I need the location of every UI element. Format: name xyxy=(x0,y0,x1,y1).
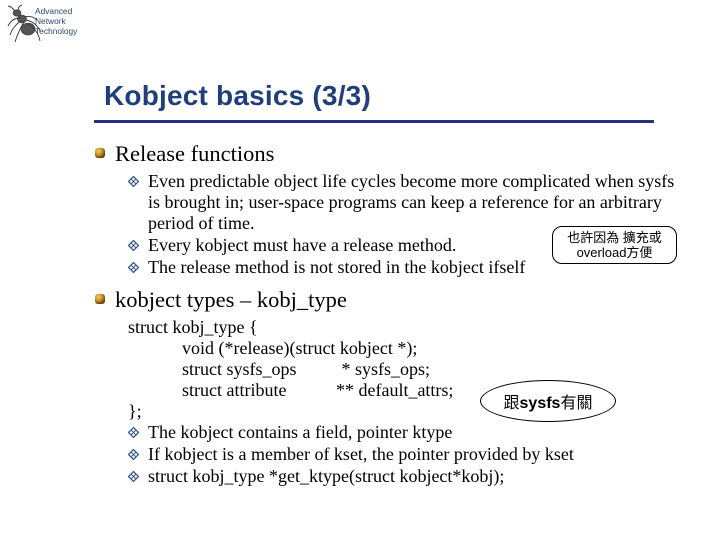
callout-note: 也許因為 擴充或 overload方便 xyxy=(552,226,677,264)
callout-text: 跟sysfs有關 xyxy=(504,389,593,413)
code-line: struct kobj_type { xyxy=(128,317,690,338)
section-heading: kobject types – kobj_type xyxy=(94,286,690,313)
diamond-bullet-icon xyxy=(128,471,139,482)
logo-line2: Network xyxy=(35,16,66,26)
title-text: Kobject basics (3/3) xyxy=(104,80,371,111)
round-bullet-icon xyxy=(94,147,106,159)
list-item: struct kobj_type *get_ktype(struct kobje… xyxy=(128,466,690,487)
logo: Advanced Network Technology xyxy=(4,4,89,52)
code-line: void (*release)(struct kobject *); xyxy=(128,338,690,359)
logo-text: Advanced Network Technology xyxy=(35,6,77,36)
heading-text: Release functions xyxy=(115,140,274,167)
callout-note-oval: 跟sysfs有關 xyxy=(480,380,616,422)
diamond-bullet-icon xyxy=(128,262,139,273)
callout-line: overload方便 xyxy=(577,245,653,260)
code-line: struct sysfs_ops * sysfs_ops; xyxy=(128,359,690,380)
heading-text: kobject types – kobj_type xyxy=(115,286,347,313)
diamond-bullet-icon xyxy=(128,427,139,438)
diamond-bullet-icon xyxy=(128,240,139,251)
diamond-bullet-icon xyxy=(128,449,139,460)
list-item: The kobject contains a field, pointer kt… xyxy=(128,422,690,443)
logo-line3: Technology xyxy=(35,26,77,36)
item-text: Every kobject must have a release method… xyxy=(148,235,456,256)
logo-line1: Advanced xyxy=(35,6,72,16)
title-underline xyxy=(94,120,654,123)
diamond-bullet-icon xyxy=(128,176,139,187)
item-text: The kobject contains a field, pointer kt… xyxy=(148,422,452,443)
slide-title: Kobject basics (3/3) Kobject basics (3/3… xyxy=(104,80,371,112)
section-items: The kobject contains a field, pointer kt… xyxy=(128,422,690,487)
section-heading: Release functions xyxy=(94,140,690,167)
item-text: The release method is not stored in the … xyxy=(148,257,525,278)
body: Release functions Even predictable objec… xyxy=(94,140,690,488)
item-text: Even predictable object life cycles beco… xyxy=(148,171,690,234)
item-text: struct kobj_type *get_ktype(struct kobje… xyxy=(148,466,504,487)
list-item: Even predictable object life cycles beco… xyxy=(128,171,690,234)
callout-line: 也許因為 擴充或 xyxy=(567,230,662,245)
round-bullet-icon xyxy=(94,293,106,305)
item-text: If kobject is a member of kset, the poin… xyxy=(148,444,574,465)
list-item: If kobject is a member of kset, the poin… xyxy=(128,444,690,465)
